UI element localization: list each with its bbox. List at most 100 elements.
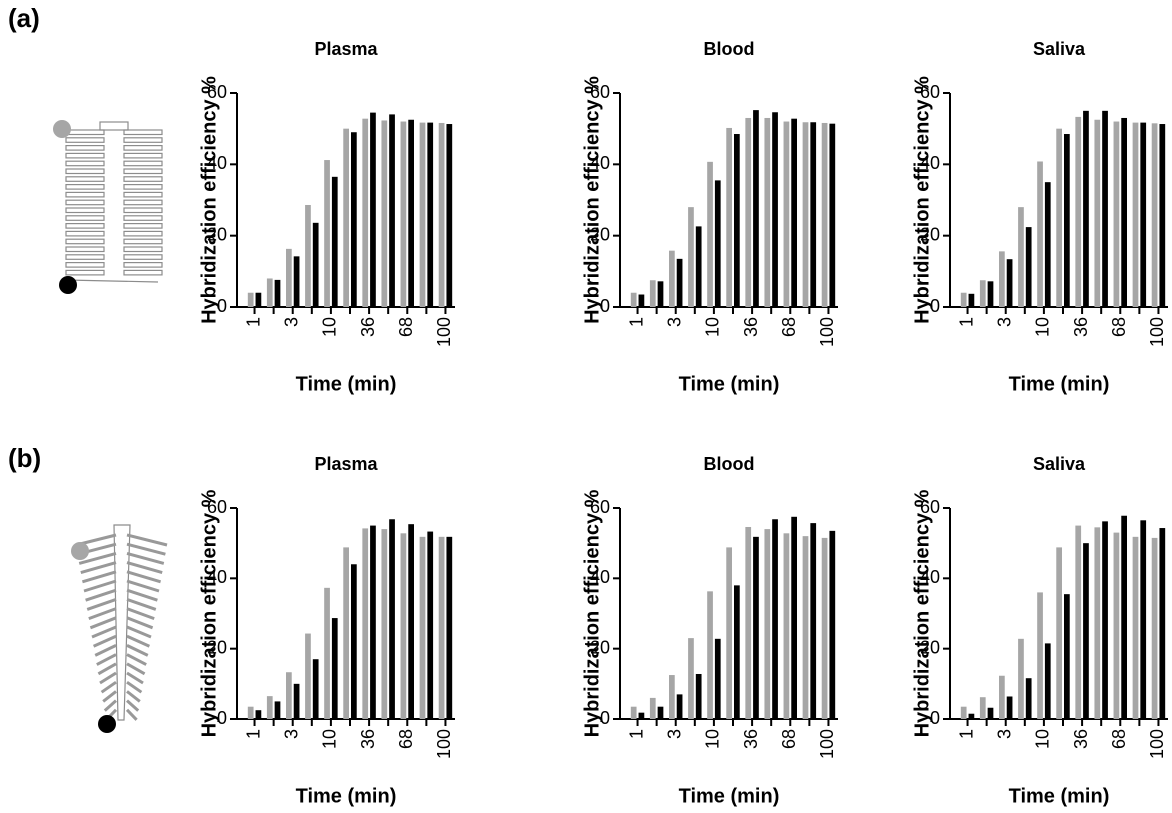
bar (351, 132, 357, 307)
x-tick-label: 68 (779, 317, 799, 337)
bar (1006, 259, 1013, 307)
chart-title: Blood (704, 454, 755, 474)
icon-branch (102, 690, 117, 703)
y-tick-label: 0 (930, 708, 940, 728)
bar (274, 279, 281, 307)
icon-branch (92, 634, 117, 648)
icon-dot (59, 276, 77, 294)
bar (1064, 134, 1070, 307)
bar (1113, 121, 1120, 308)
icon-branch (103, 699, 117, 712)
icon-branch (80, 561, 117, 575)
bar (1044, 182, 1051, 307)
icon-rung (123, 160, 163, 167)
bar (286, 672, 292, 719)
x-tick-label: 10 (320, 317, 340, 337)
icon-rung (65, 223, 105, 229)
icon-branch (126, 625, 152, 639)
bar (714, 638, 721, 719)
y-axis-label: Hybridization efficiency % (198, 489, 220, 737)
y-tick-label: 60 (590, 497, 610, 517)
x-tick-label: 68 (1109, 317, 1129, 337)
bar (745, 526, 752, 719)
icon-branch (126, 588, 158, 602)
icon-rung (65, 207, 105, 214)
icon-branch (126, 561, 163, 575)
y-tick-label: 20 (920, 637, 940, 657)
bar (408, 119, 414, 307)
icon-rung (123, 254, 163, 260)
bar (791, 118, 797, 308)
bar (266, 278, 273, 307)
bar (305, 633, 311, 719)
bar (630, 706, 637, 719)
x-tick-label: 100 (1147, 317, 1167, 347)
bar (343, 547, 349, 719)
bar (419, 536, 426, 719)
bar (1075, 116, 1082, 307)
y-tick-label: 0 (217, 708, 227, 728)
bar (829, 123, 836, 307)
chart-title: Saliva (1033, 39, 1086, 59)
icon-branch (126, 634, 151, 648)
bar (293, 683, 300, 719)
y-tick-label: 60 (207, 82, 227, 102)
icon-branch (96, 653, 117, 666)
y-tick-label: 40 (920, 153, 940, 173)
bar (1006, 696, 1013, 719)
icon-rung (123, 152, 163, 159)
icon-rung (123, 230, 163, 237)
bar (427, 122, 434, 307)
bar (829, 530, 836, 719)
bar (331, 618, 338, 719)
bar (968, 293, 975, 307)
icon-branch (81, 570, 117, 584)
bar (726, 547, 732, 719)
icon-rung (123, 184, 163, 190)
bar (1132, 536, 1139, 719)
x-tick-label: 1 (626, 317, 646, 327)
y-tick-label: 20 (590, 224, 610, 244)
bar (1018, 638, 1024, 719)
icon-branch (126, 551, 165, 565)
bar (714, 180, 721, 307)
bar (669, 675, 675, 719)
panel-label: (b) (8, 443, 41, 473)
icon-rung (123, 191, 163, 198)
bar (960, 292, 967, 307)
bar (1121, 515, 1127, 719)
chart-title: Plasma (314, 39, 378, 59)
icon-dot (53, 120, 71, 138)
bar (370, 525, 376, 719)
bar (695, 673, 702, 719)
x-tick-label: 36 (1071, 317, 1091, 337)
bar (362, 118, 369, 308)
icon-rung (123, 199, 163, 206)
icon-branch (97, 662, 117, 676)
icon-branch (126, 644, 149, 657)
icon-branch (91, 625, 117, 639)
bar (999, 251, 1005, 307)
bar (979, 280, 986, 307)
x-axis-label: Time (min) (1009, 373, 1110, 395)
bar (1151, 123, 1158, 307)
chart-title: Saliva (1033, 454, 1086, 474)
bar (438, 536, 445, 719)
icon-branch (88, 607, 117, 621)
y-tick-label: 40 (590, 153, 610, 173)
probe-icons (53, 120, 168, 733)
bar (1140, 122, 1147, 307)
icon-branch (126, 616, 154, 630)
y-tick-label: 20 (207, 224, 227, 244)
icon-rung (123, 129, 163, 136)
icon-rung (65, 145, 105, 151)
bar (707, 161, 713, 307)
bar (810, 122, 817, 307)
icon-rung (65, 215, 105, 221)
bar (676, 694, 683, 719)
icon-stem (99, 121, 129, 131)
x-tick-label: 3 (994, 729, 1014, 739)
bar (247, 706, 254, 719)
bar (1075, 525, 1082, 719)
x-tick-label: 36 (358, 729, 378, 749)
